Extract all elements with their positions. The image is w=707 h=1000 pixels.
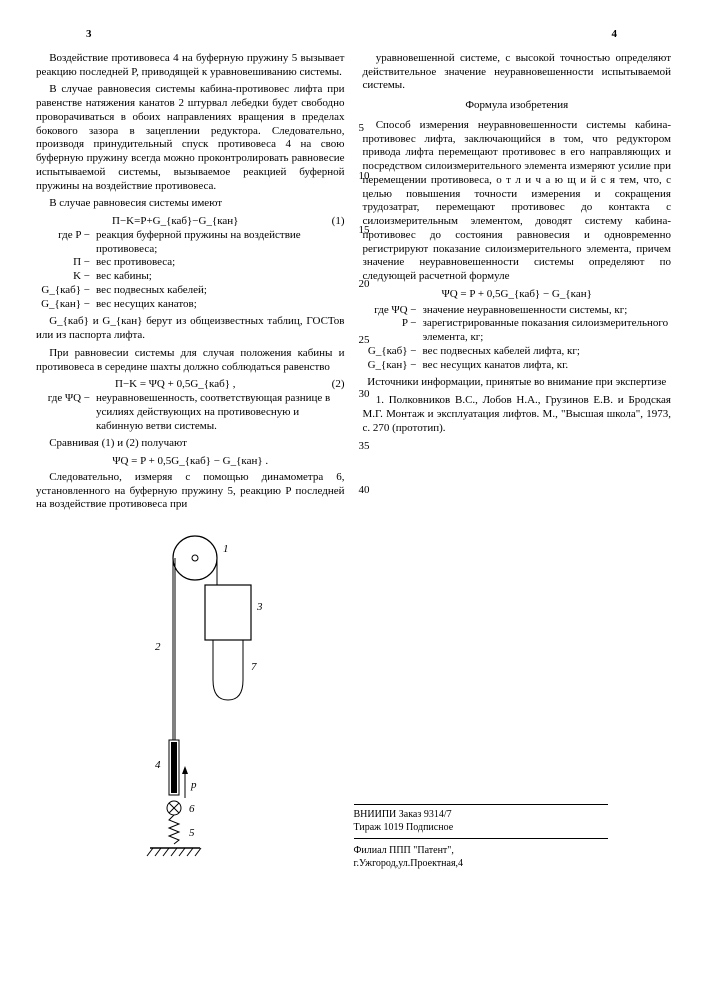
publisher-line-1: ВНИИПИ Заказ 9314/7	[354, 809, 608, 822]
left-p3: В случае равновесия системы имеют	[36, 197, 345, 211]
claims-title: Формула изобретения	[363, 99, 672, 113]
figure: 1 2 3 7 4 p 6	[36, 530, 354, 870]
term-list-2: где ΨQ −неуравновешенность, соответствую…	[36, 392, 345, 433]
equation-1: П−K=P+G_{каб}−G_{кан} (1)	[36, 215, 345, 229]
fig-label-3: 3	[256, 601, 263, 613]
left-p2: В случае равновесия системы кабина-проти…	[36, 83, 345, 193]
term-list-1: где P −реакция буферной пружины на возде…	[36, 229, 345, 312]
line-num: 30	[359, 388, 370, 402]
left-column: Воздействие противовеса 4 на буферную пр…	[36, 52, 345, 516]
page-number-left: 3	[86, 28, 96, 42]
left-p1: Воздействие противовеса 4 на буферную пр…	[36, 52, 345, 80]
publisher-line-4: г.Ужгород,ул.Проектная,4	[354, 858, 464, 871]
fig-label-p: p	[190, 779, 197, 791]
left-p6: Сравнивая (1) и (2) получают	[36, 437, 345, 451]
fig-label-2: 2	[155, 641, 161, 653]
left-p5: При равновесии системы для случая положе…	[36, 347, 345, 375]
equation-3: ΨQ = P + 0,5G_{каб} − G_{кан} .	[36, 455, 345, 469]
claim-equation: ΨQ = P + 0,5G_{каб} − G_{кан}	[363, 288, 672, 302]
line-num: 25	[359, 334, 370, 348]
fig-label-7: 7	[251, 661, 257, 673]
publisher-line-3: Филиал ППП "Патент",	[354, 845, 454, 858]
fig-label-6: 6	[189, 803, 195, 815]
sources-title: Источники информации, принятые во вниман…	[363, 376, 672, 390]
fig-label-5: 5	[189, 827, 195, 839]
right-p1: уравновешенной системе, с высокой точнос…	[363, 52, 672, 93]
publisher-block: ВНИИПИ Заказ 9314/7 Тираж 1019 Подписное…	[354, 530, 672, 870]
fig-label-1: 1	[223, 543, 229, 555]
source-1: 1. Полковников В.С., Лобов Н.А., Грузино…	[363, 394, 672, 435]
line-num: 35	[359, 440, 370, 454]
claim-term-list: где ΨQ −значение неуравновешенности сист…	[363, 304, 672, 373]
line-num: 10	[359, 170, 370, 184]
fig-label-4: 4	[155, 759, 161, 771]
left-p7: Следовательно, измеряя с помощью динамом…	[36, 471, 345, 512]
line-num: 20	[359, 278, 370, 292]
elevator-diagram: 1 2 3 7 4 p 6	[95, 530, 295, 870]
line-num: 15	[359, 224, 370, 238]
publisher-line-2: Тираж 1019 Подписное	[354, 822, 608, 835]
line-num: 5	[359, 122, 365, 136]
equation-2: П−K = ΨQ + 0,5G_{каб} , (2)	[36, 378, 345, 392]
page-number-right: 4	[612, 28, 622, 42]
claim-text: Способ измерения неуравновешенности сист…	[363, 119, 672, 284]
right-column: 5 10 15 20 25 30 35 40 уравновешенной си…	[363, 52, 672, 516]
line-num: 40	[359, 484, 370, 498]
left-p4: G_{каб} и G_{кан} берут из общеизвестных…	[36, 315, 345, 343]
